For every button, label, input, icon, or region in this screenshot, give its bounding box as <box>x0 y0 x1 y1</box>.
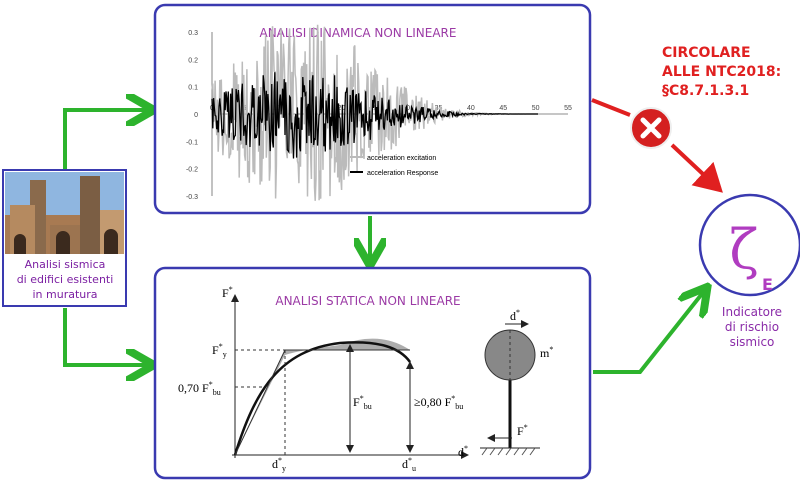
flow-arrows <box>63 110 705 372</box>
svg-text:≥0,80 F*bu: ≥0,80 F*bu <box>414 394 463 411</box>
circolare-label: CIRCOLARE ALLE NTC2018: §C8.7.1.3.1 <box>662 45 781 99</box>
svg-text:d*y: d*y <box>272 456 286 473</box>
svg-text:m*: m* <box>540 345 553 360</box>
y-tick-label: -0.1 <box>186 139 198 146</box>
svg-text:F*: F* <box>222 285 233 300</box>
svg-text:d*: d* <box>510 308 520 323</box>
svg-text:F*bu: F*bu <box>353 394 372 411</box>
x-tick-label: 20 <box>338 105 346 112</box>
static-title: ANALISI STATICA NON LINEARE <box>275 294 460 308</box>
svg-text:d*u: d*u <box>402 456 416 473</box>
x-tick-label: 45 <box>499 105 507 112</box>
dynamic-plot: 0.30.20.10-0.1-0.2-0.30 5 10 15 20 25 30 35 40 45… <box>186 24 572 201</box>
red-arrow <box>591 98 720 190</box>
svg-text:d*: d* <box>458 444 468 459</box>
reject-icon <box>630 107 672 149</box>
x-tick-label: 25 <box>370 105 378 112</box>
dynamic-title: ANALISI DINAMICA NON LINEARE <box>260 26 457 40</box>
static-labels: F* F*y 0,70 F*bu F*bu ≥0,80 F*bu d* d*y … <box>178 285 553 473</box>
static-box <box>153 266 592 480</box>
zeta-symbol: ζ <box>729 218 758 281</box>
indicator-label: Indicatore di rischio sismico <box>722 305 782 349</box>
x-tick-label: 40 <box>467 105 475 112</box>
mass-oscillator <box>480 320 540 456</box>
x-tick-label: 50 <box>532 105 540 112</box>
y-tick-label: 0.2 <box>188 57 198 64</box>
svg-text:F*: F* <box>517 423 528 438</box>
legend-label: acceleration Response <box>367 170 438 177</box>
y-tick-label: 0.1 <box>188 85 198 92</box>
indicator-circle <box>698 193 800 297</box>
x-tick-label: 55 <box>564 105 572 112</box>
x-tick-label: 35 <box>435 105 443 112</box>
y-tick-label: 0.3 <box>188 30 198 37</box>
photo <box>5 172 124 254</box>
svg-text:0,70 F*bu: 0,70 F*bu <box>178 380 221 397</box>
zeta-sub: E <box>762 275 773 294</box>
legend-label: acceleration excitation <box>367 155 436 162</box>
svg-text:F*y: F*y <box>212 342 227 359</box>
y-tick-label: -0.3 <box>186 194 198 201</box>
left-label: Analisi sismica di edifici esistenti in mu… <box>17 258 114 301</box>
y-tick-label: 0 <box>194 112 198 119</box>
response-waveform <box>211 72 538 159</box>
y-tick-label: -0.2 <box>186 167 198 174</box>
pushover-curve <box>231 294 469 459</box>
